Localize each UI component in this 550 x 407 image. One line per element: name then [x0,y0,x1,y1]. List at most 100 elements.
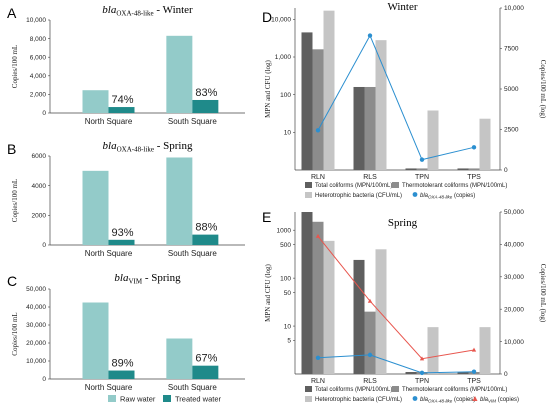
panel-title: Spring [388,217,418,229]
legend-swatch [392,182,399,188]
y-tick-label: 4000 [32,183,47,190]
y-tick-label: 0 [42,242,46,249]
bar-heterotrophic-bacteria [479,118,491,170]
legend-unit: (copies) [452,193,475,199]
title-gene: bla [103,140,118,152]
bar-total-coliforms [353,259,365,374]
panel-title: blaVIM - Spring [114,272,181,286]
y2-axis-label: Copies/100 mL (log) [539,264,547,323]
legend-label: Heterotrophic bacteria (CFU/mL) [315,193,402,199]
legend-swatch [392,386,399,392]
y2-tick-label: 0 [504,167,508,174]
y-tick-label: 8,000 [30,36,47,43]
bar-total-coliforms [301,212,313,374]
bar-thermotolerant-coliforms [364,86,376,170]
bar-thermotolerant-coliforms [416,168,428,170]
bar-thermotolerant-coliforms [312,49,324,170]
y-axis-label: Copies/100 mL [11,312,19,355]
title-season: - Winter [154,4,193,16]
title-gene-sub: OXA-48-like [116,10,153,18]
legend-swatch [305,386,312,392]
bar-heterotrophic-bacteria [479,327,491,374]
y-tick-label: 10 [284,130,292,137]
bar-total-coliforms [457,372,469,374]
legend-swatch [305,182,312,188]
category-label: South Square [168,383,217,392]
legend-label: Thermotolerant coliforms (MPN/100mL) [402,183,507,189]
y2-axis-label: Copies/100 mL (log) [539,60,547,119]
y2-tick-label: 7500 [504,46,519,53]
legend-gene-sub: OXA-48-like [428,399,453,404]
line-series [317,235,475,360]
line-series [317,354,475,374]
y-tick-label: 6,000 [30,54,47,61]
y-tick-label: 100 [280,92,291,99]
reduction-label: 93% [111,227,133,239]
y-axis-label: Copies/100 mL [11,45,19,88]
title-gene-sub: OXA-48-like [117,146,154,154]
y-tick-label: 1000 [277,227,292,234]
y2-tick-label: 30,000 [504,274,524,281]
y2-tick-label: 50,000 [504,209,524,216]
y2-tick-label: 5000 [504,86,519,93]
legend-gene-sub: VIM [488,399,496,404]
bar-thermotolerant-coliforms [468,168,480,170]
legend-unit: (copies) [452,397,475,403]
y-tick-label: 10,000 [26,358,46,365]
line-marker-circle [315,355,321,360]
y2-tick-label: 10,000 [504,339,524,346]
y-tick-label: 1,000 [275,54,292,61]
bar-treated-water [192,99,219,113]
panel-title: blaOXA-48-like - Spring [103,140,193,154]
panel-title: Winter [387,1,417,13]
legend-label: Thermotolerant coliforms (MPN/100mL) [402,387,507,393]
bar-heterotrophic-bacteria [375,249,387,374]
y-tick-label: 4,000 [30,73,47,80]
panel-title: blaOXA-48-like - Winter [102,4,193,18]
bar-raw-water [82,90,109,113]
reduction-label: 89% [111,358,133,370]
category-label: North Square [85,383,133,392]
y2-tick-label: 10,000 [504,5,524,12]
bar-total-coliforms [457,168,469,170]
panel-letter-B: B [7,141,16,157]
title-gene: bla [114,272,129,284]
legend-label-line: blaOXA-48-like (copies) [420,397,475,404]
bar-treated-water [192,365,219,379]
category-label: TPS [467,378,481,385]
bar-raw-water [166,338,193,379]
legend-label-line: blaVIM (copies) [480,397,519,404]
legend-marker-circle [412,192,418,197]
y-tick-label: 100 [280,275,291,282]
bar-total-coliforms [353,86,365,170]
y-tick-label: 0 [42,110,46,117]
bar-thermotolerant-coliforms [312,221,324,374]
y2-tick-label: 20,000 [504,306,524,313]
bar-total-coliforms [301,32,313,171]
bar-heterotrophic-bacteria [375,40,387,171]
bar-raw-water [166,157,193,245]
y-axis-label: MPN and CFU (log) [264,263,272,321]
legend-label-line: blaOXA-48-like (copies) [420,193,475,200]
bar-heterotrophic-bacteria [323,240,335,374]
title-season: - Spring [154,140,193,152]
line-marker-triangle [419,356,425,361]
y2-tick-label: 2500 [504,127,519,134]
category-label: TPS [467,174,481,181]
y-tick-label: 5 [287,338,291,345]
panel-letter-A: A [7,5,17,21]
y2-tick-label: 0 [504,371,508,378]
legend-swatch-raw [108,395,116,402]
line-marker-triangle [315,233,321,238]
legend-marker-circle [412,396,418,401]
panel-letter-C: C [7,273,17,289]
line-marker-circle [471,369,477,374]
panel-letter-D: D [262,9,272,25]
bar-raw-water [82,302,109,379]
title-season: - Spring [142,272,181,284]
reduction-label: 67% [195,353,217,365]
legend-swatch [305,396,312,402]
bar-heterotrophic-bacteria [323,10,335,171]
line-marker-circle [367,352,373,358]
